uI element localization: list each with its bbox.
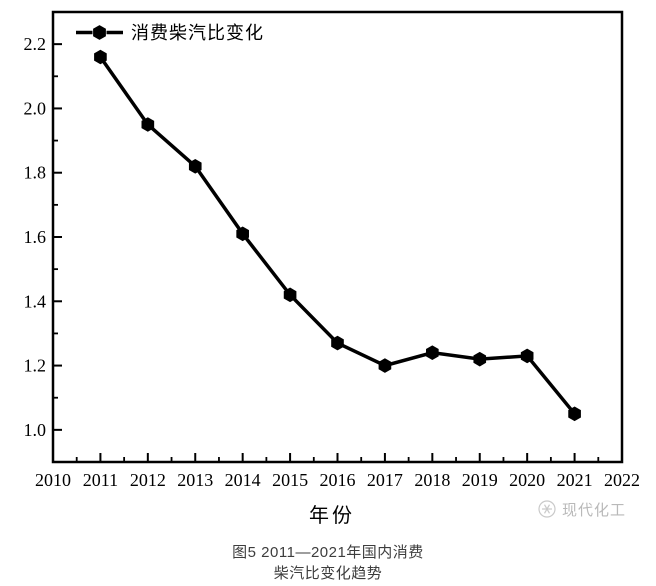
data-point-2019 <box>473 351 487 367</box>
y-tick-label: 1.0 <box>24 420 47 440</box>
data-point-2011 <box>94 49 107 65</box>
x-tick-label: 2016 <box>320 470 356 490</box>
x-axis-title: 年份 <box>309 504 355 527</box>
legend-label: 消费柴汽比变化 <box>131 23 264 43</box>
y-tick-label: 2.0 <box>24 98 47 118</box>
y-tick-label: 1.2 <box>24 356 47 376</box>
caption-line-1: 图5 2011—2021年国内消费 <box>232 544 424 561</box>
data-point-2021 <box>568 406 581 422</box>
y-tick-label: 2.2 <box>24 34 47 54</box>
x-tick-label: 2019 <box>462 470 498 490</box>
y-tick-label: 1.8 <box>24 163 47 183</box>
data-point-2016 <box>331 335 344 351</box>
y-tick-label: 1.6 <box>24 227 47 247</box>
x-tick-label: 2010 <box>35 470 71 490</box>
legend: 消费柴汽比变化 <box>76 23 264 43</box>
data-point-2015 <box>283 287 297 303</box>
x-tick-label: 2017 <box>367 470 403 490</box>
x-tick-label: 2018 <box>414 470 450 490</box>
x-tick-label: 2021 <box>557 470 593 490</box>
x-tick-label: 2015 <box>272 470 308 490</box>
data-point-2018 <box>426 345 439 361</box>
caption-line-2: 柴汽比变化趋势 <box>274 565 383 582</box>
data-point-2020 <box>520 348 534 364</box>
plot-area: 2010 2011 2012 2013 2014 2015 2016 2017 2018 2019… <box>24 10 640 490</box>
watermark-label: 现代化工 <box>562 502 626 519</box>
x-tick-label: 2022 <box>604 470 640 490</box>
y-tick-label: 1.4 <box>24 291 47 311</box>
watermark: 现代化工 <box>538 500 626 519</box>
x-tick-label: 2013 <box>177 470 213 490</box>
x-tick-label: 2012 <box>130 470 166 490</box>
figure-caption: 图5 2011—2021年国内消费 柴汽比变化趋势 <box>232 544 424 582</box>
x-tick-label: 2020 <box>509 470 545 490</box>
data-point-2012 <box>141 117 155 132</box>
data-point-2017 <box>378 358 392 373</box>
x-tick-label: 2014 <box>225 470 261 490</box>
legend-hexagon-marker-icon <box>93 25 106 40</box>
x-tick-label: 2011 <box>83 470 118 490</box>
snowflake-circle-icon <box>538 500 556 518</box>
data-point-2014 <box>236 226 249 242</box>
data-point-2013 <box>188 158 202 174</box>
